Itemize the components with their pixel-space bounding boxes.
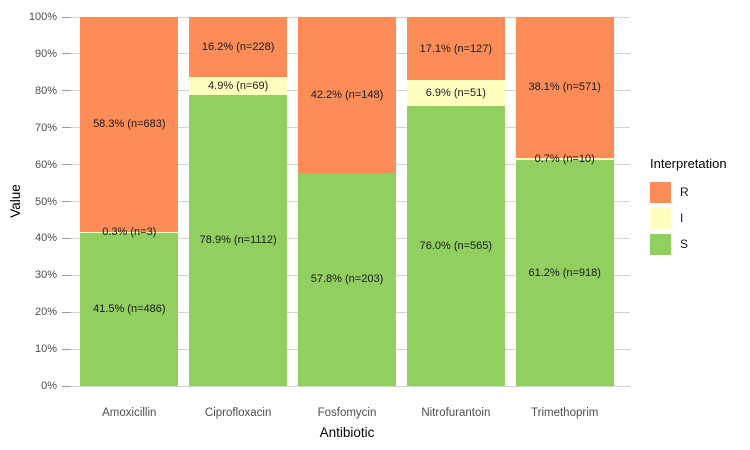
bar-segment-r-amoxicillin	[80, 17, 179, 232]
y-tick-label: 20%	[34, 306, 57, 319]
bar-segment-r-nitrofurantoin	[406, 17, 505, 81]
y-tick-mark	[62, 237, 71, 239]
bar-segment-label: 17.1% (n=127)	[419, 42, 493, 55]
bar-segment-label: 42.2% (n=148)	[310, 88, 384, 101]
bar-segment-r-fosfomycin	[298, 17, 396, 173]
y-tick-mark	[62, 274, 71, 276]
gridline-0%	[64, 385, 630, 387]
y-tick-label: 30%	[34, 269, 57, 282]
bar-segment-label: 4.9% (n=69)	[208, 79, 269, 92]
y-tick-label: 100%	[28, 11, 57, 23]
y-tick-mark	[62, 311, 71, 313]
y-tick-label: 40%	[34, 232, 57, 245]
bar-segment-label: 61.2% (n=918)	[528, 267, 601, 280]
bar-segment-label: 0.7% (n=10)	[534, 152, 595, 165]
y-tick-mark	[62, 53, 71, 55]
x-tick-label: Ciprofloxacin	[204, 407, 272, 419]
bar-segment-i-amoxicillin	[80, 231, 179, 233]
y-tick-label: 70%	[34, 121, 57, 134]
x-tick-label: Amoxicillin	[102, 407, 157, 419]
legend-swatch-s-icon	[650, 233, 671, 255]
legend-label-i: I	[680, 211, 684, 225]
y-tick-label: 90%	[34, 47, 57, 60]
legend-label-r: R	[680, 185, 689, 199]
y-tick-mark	[62, 90, 71, 92]
legend-key-s: S	[650, 231, 727, 257]
bar-segment-label: 38.1% (n=571)	[528, 81, 601, 94]
bar-segment-i-nitrofurantoin	[406, 80, 505, 106]
bar-segment-label: 6.9% (n=51)	[425, 86, 486, 99]
bar-segment-r-ciprofloxacin	[189, 17, 288, 77]
legend-title: Interpretation	[650, 156, 727, 171]
y-tick-mark	[62, 127, 71, 129]
bar-segment-label: 16.2% (n=228)	[201, 40, 275, 53]
y-tick-label: 50%	[34, 195, 57, 208]
y-tick-mark	[62, 201, 71, 202]
bar-segment-label: 0.3% (n=3)	[102, 226, 157, 239]
y-tick-mark	[62, 385, 71, 387]
x-tick-label: Trimethoprim	[531, 407, 599, 419]
legend-key-r: R	[650, 179, 727, 205]
bar-segment-i-ciprofloxacin	[189, 76, 288, 95]
bar-segment-s-nitrofurantoin	[406, 105, 505, 386]
bar-segment-i-trimethoprim	[515, 157, 614, 161]
y-axis-title: Value	[8, 184, 23, 218]
bar-segment-s-ciprofloxacin	[189, 94, 288, 386]
y-tick-label: 60%	[34, 158, 57, 171]
x-tick-label: Nitrofurantoin	[421, 407, 491, 419]
y-tick-mark	[62, 164, 71, 166]
legend-swatch-r-icon	[650, 181, 671, 203]
bar-segment-s-fosfomycin	[298, 172, 396, 386]
x-tick-label: Fosfomycin	[317, 407, 377, 419]
bar-segment-r-trimethoprim	[515, 17, 614, 158]
y-tick-label: 80%	[34, 84, 57, 97]
y-tick-label: 10%	[34, 343, 57, 356]
bar-segment-label: 41.5% (n=486)	[93, 303, 166, 316]
bar-segment-label: 76.0% (n=565)	[419, 239, 493, 252]
legend-key-i: I	[650, 205, 727, 231]
x-axis-title: Antibiotic	[319, 425, 375, 440]
bar-segment-s-amoxicillin	[80, 232, 179, 386]
y-tick-mark	[62, 16, 71, 18]
y-tick-mark	[62, 348, 71, 350]
bar-segment-label: 78.9% (n=1112)	[199, 234, 277, 247]
y-tick-label: 0%	[41, 380, 57, 392]
bar-segment-label: 57.8% (n=203)	[310, 273, 384, 286]
legend-swatch-i-icon	[650, 207, 671, 229]
bar-segment-s-trimethoprim	[515, 160, 614, 386]
legend-label-s: S	[680, 237, 689, 251]
bar-segment-label: 58.3% (n=683)	[93, 118, 166, 131]
